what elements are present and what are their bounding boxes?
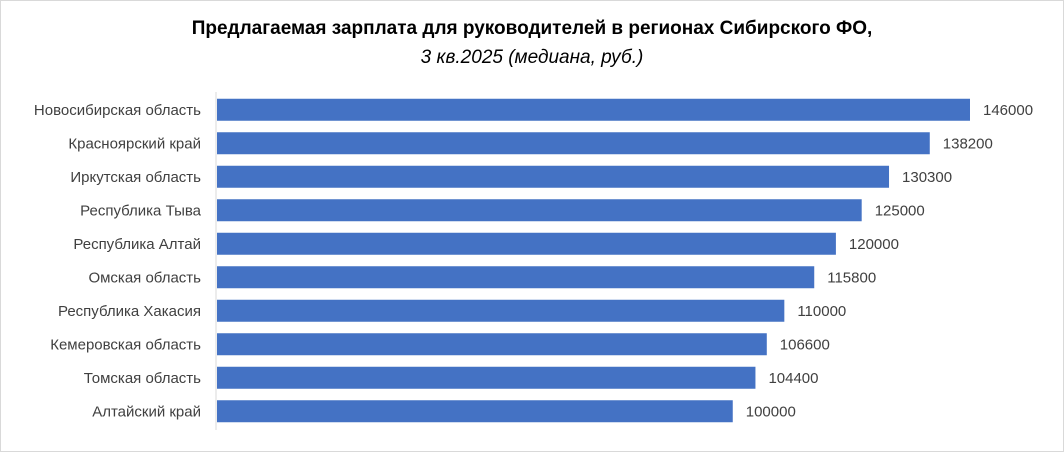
bar <box>217 299 785 322</box>
category-label: Новосибирская область <box>34 102 201 119</box>
bar <box>217 165 890 188</box>
category-label: Кемеровская область <box>50 336 201 353</box>
category-label: Республика Алтай <box>73 236 201 253</box>
category-label: Омская область <box>88 269 201 286</box>
data-label: 138200 <box>943 135 993 152</box>
data-label: 125000 <box>875 202 925 219</box>
bar <box>217 232 836 255</box>
data-label: 130300 <box>902 169 952 186</box>
bar <box>217 333 767 356</box>
data-label: 115800 <box>827 269 876 286</box>
bar <box>217 199 862 222</box>
bar <box>217 266 815 289</box>
category-label: Алтайский край <box>92 403 201 420</box>
data-label: 100000 <box>746 403 796 420</box>
data-label: 104400 <box>768 370 818 387</box>
data-label: 120000 <box>849 236 899 253</box>
bar <box>217 132 930 155</box>
category-label: Красноярский край <box>68 135 201 152</box>
category-label: Республика Хакасия <box>58 303 201 320</box>
category-label: Республика Тыва <box>80 202 202 219</box>
bar <box>217 98 970 121</box>
data-label: 106600 <box>780 336 830 353</box>
chart-subtitle: 3 кв.2025 (медиана, руб.) <box>420 47 644 68</box>
data-label: 110000 <box>797 303 846 320</box>
data-label: 146000 <box>983 102 1033 119</box>
bar <box>217 366 756 389</box>
category-label: Томская область <box>84 370 201 387</box>
category-label: Иркутская область <box>70 169 201 186</box>
bar <box>217 400 733 423</box>
chart-title: Предлагаемая зарплата для руководителей … <box>191 18 873 39</box>
